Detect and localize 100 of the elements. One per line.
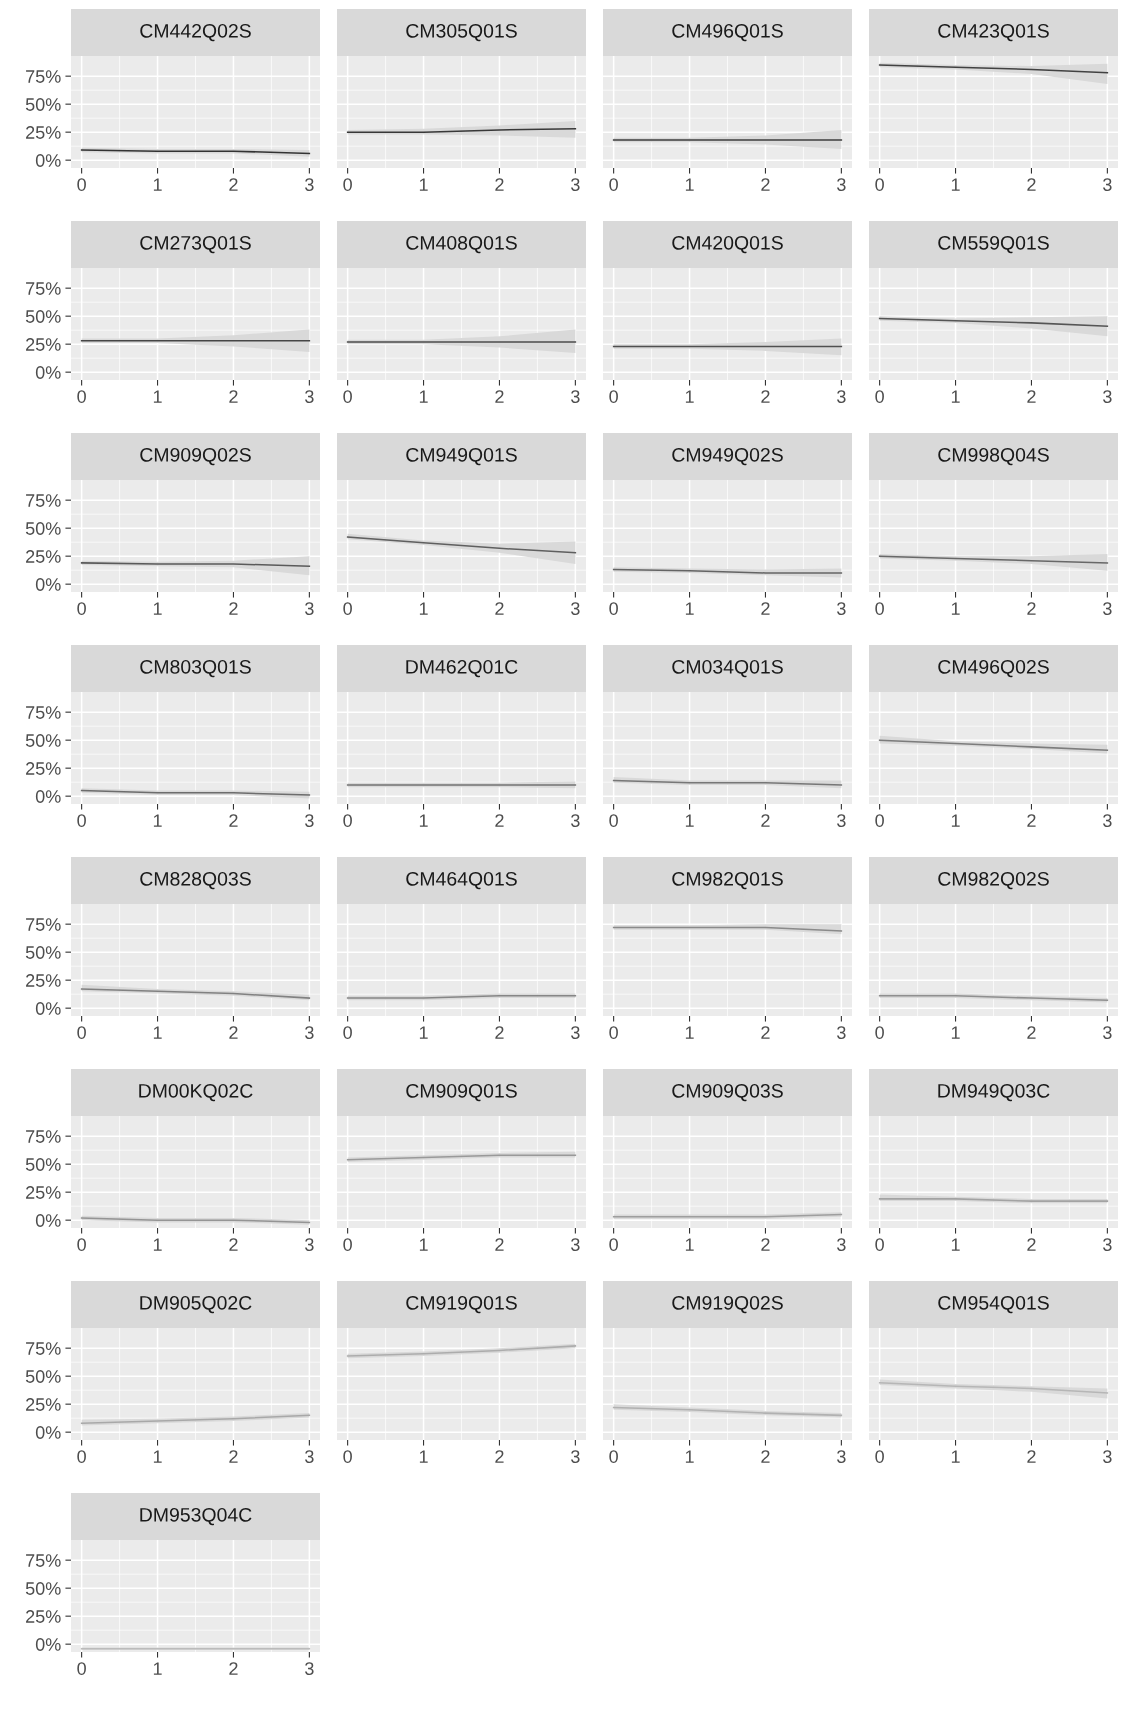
x-tick-label: 0 <box>609 390 618 403</box>
x-tick-label: 1 <box>685 1450 694 1463</box>
y-tick-label: 75% <box>26 70 61 83</box>
x-tick-label: 2 <box>495 390 504 403</box>
y-tick-label: 0% <box>35 1214 61 1227</box>
x-tick-label: 3 <box>305 1450 314 1463</box>
chart-title: CM982Q02S <box>938 871 1049 890</box>
y-tick-label: 50% <box>25 1582 61 1595</box>
chart-title: CM998Q04S <box>938 447 1049 466</box>
y-tick-label: 50% <box>25 946 61 959</box>
x-tick-label: 0 <box>343 178 352 191</box>
x-tick-label: 0 <box>343 1238 352 1251</box>
y-tick-label: 0% <box>35 1426 61 1439</box>
x-tick-label: 3 <box>305 814 314 827</box>
x-tick-label: 1 <box>951 1450 960 1463</box>
x-tick-label: 3 <box>1103 1238 1112 1251</box>
y-tick-label: 50% <box>25 310 61 323</box>
x-tick-label: 1 <box>419 178 428 191</box>
y-tick-label: 50% <box>25 734 61 747</box>
x-tick-label: 2 <box>1027 1450 1036 1463</box>
x-tick-label: 2 <box>761 602 770 615</box>
x-tick-label: 0 <box>609 1238 618 1251</box>
x-tick-label: 3 <box>305 1662 314 1675</box>
chart-title: DM905Q02C <box>140 1295 252 1314</box>
chart-title: CM828Q03S <box>140 871 251 890</box>
chart-title: CM496Q01S <box>672 23 783 42</box>
chart-title: CM949Q02S <box>672 447 783 466</box>
chart-title: CM464Q01S <box>406 871 517 890</box>
x-tick-label: 1 <box>951 1026 960 1039</box>
chart-title: CM305Q01S <box>406 23 517 42</box>
x-tick-label: 3 <box>305 1026 314 1039</box>
x-tick-label: 2 <box>229 602 238 615</box>
x-tick-label: 0 <box>77 178 86 191</box>
x-tick-label: 1 <box>685 178 694 191</box>
x-tick-label: 2 <box>761 178 770 191</box>
x-tick-label: 2 <box>761 1026 770 1039</box>
x-tick-label: 1 <box>951 814 960 827</box>
x-tick-label: 0 <box>77 1238 86 1251</box>
x-tick-label: 2 <box>495 1238 504 1251</box>
x-tick-label: 2 <box>495 178 504 191</box>
x-tick-label: 3 <box>837 602 846 615</box>
y-tick-label: 75% <box>26 706 61 719</box>
x-tick-label: 1 <box>951 1238 960 1251</box>
x-tick-label: 1 <box>951 178 960 191</box>
x-tick-label: 3 <box>837 178 846 191</box>
chart-title: CM909Q02S <box>140 447 251 466</box>
x-tick-label: 0 <box>77 390 86 403</box>
x-tick-label: 0 <box>875 390 884 403</box>
x-tick-label: 0 <box>875 1450 884 1463</box>
x-tick-label: 3 <box>1103 1450 1112 1463</box>
x-tick-label: 1 <box>419 1450 428 1463</box>
x-tick-label: 0 <box>875 1026 884 1039</box>
x-tick-label: 2 <box>229 1026 238 1039</box>
x-tick-label: 3 <box>571 602 580 615</box>
y-tick-label: 50% <box>25 1370 61 1383</box>
y-tick-label: 75% <box>26 1554 61 1567</box>
x-tick-label: 2 <box>1027 1026 1036 1039</box>
x-tick-label: 0 <box>77 602 86 615</box>
chart-title: CM496Q02S <box>938 659 1049 678</box>
x-tick-label: 2 <box>761 1238 770 1251</box>
x-tick-label: 0 <box>875 602 884 615</box>
x-tick-label: 2 <box>229 390 238 403</box>
x-tick-label: 1 <box>419 602 428 615</box>
chart-title: CM423Q01S <box>938 23 1049 42</box>
x-tick-label: 1 <box>153 1026 162 1039</box>
chart-title: CM408Q01S <box>406 235 517 254</box>
x-tick-label: 3 <box>305 178 314 191</box>
chart-title: CM034Q01S <box>672 659 783 678</box>
x-tick-label: 3 <box>571 1450 580 1463</box>
x-tick-label: 3 <box>305 390 314 403</box>
x-tick-label: 2 <box>1027 390 1036 403</box>
x-tick-label: 2 <box>1027 178 1036 191</box>
x-tick-label: 0 <box>343 390 352 403</box>
x-tick-label: 2 <box>761 814 770 827</box>
chart-title: DM949Q03C <box>938 1083 1050 1102</box>
x-tick-label: 2 <box>761 390 770 403</box>
y-tick-label: 25% <box>26 338 61 351</box>
y-tick-label: 25% <box>26 1186 61 1199</box>
x-tick-label: 3 <box>571 178 580 191</box>
chart-title: CM982Q01S <box>672 871 783 890</box>
x-tick-label: 0 <box>343 1450 352 1463</box>
x-tick-label: 0 <box>77 1662 86 1675</box>
x-tick-label: 3 <box>1103 602 1112 615</box>
x-tick-label: 2 <box>229 1450 238 1463</box>
x-tick-label: 3 <box>837 1450 846 1463</box>
x-tick-label: 1 <box>153 602 162 615</box>
x-tick-label: 0 <box>343 602 352 615</box>
x-tick-label: 1 <box>419 814 428 827</box>
y-tick-label: 0% <box>35 790 61 803</box>
chart-title: DM462Q01C <box>406 659 518 678</box>
chart-title: CM273Q01S <box>140 235 251 254</box>
x-tick-label: 1 <box>685 390 694 403</box>
x-tick-label: 1 <box>419 390 428 403</box>
x-tick-label: 1 <box>153 1450 162 1463</box>
x-tick-label: 0 <box>875 814 884 827</box>
chart-title: CM919Q02S <box>672 1295 783 1314</box>
x-tick-label: 0 <box>875 178 884 191</box>
x-tick-label: 0 <box>609 1026 618 1039</box>
x-tick-label: 0 <box>343 1026 352 1039</box>
x-tick-label: 3 <box>571 814 580 827</box>
